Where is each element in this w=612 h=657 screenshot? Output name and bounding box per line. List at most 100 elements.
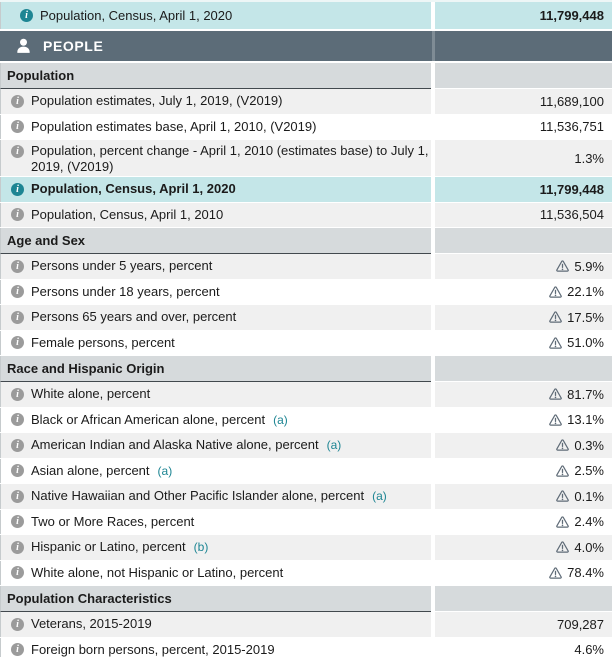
section-title-cell: Population: [0, 63, 431, 89]
info-icon[interactable]: [11, 120, 24, 134]
warning-icon[interactable]: [549, 311, 562, 323]
selected-stat-value: 11,799,448: [539, 8, 604, 23]
column-gutter: [431, 433, 435, 458]
warning-icon[interactable]: [556, 541, 570, 553]
warning-icon[interactable]: [556, 490, 570, 502]
warning-icon[interactable]: [556, 439, 570, 451]
row-label: Veterans, 2015-2019: [31, 616, 152, 632]
column-gutter: [431, 458, 435, 483]
column-gutter: [431, 407, 435, 432]
warning-icon[interactable]: [549, 286, 562, 298]
row-label: Persons under 5 years, percent: [31, 258, 213, 274]
column-gutter: [431, 612, 435, 637]
row-value: 4.0%: [574, 539, 604, 555]
row-label: Persons under 18 years, percent: [31, 283, 220, 299]
table-body: Population Population estimates, July 1, …: [0, 63, 612, 657]
info-icon[interactable]: [11, 259, 24, 273]
warning-icon[interactable]: [549, 337, 562, 349]
row-value-cell: 22.1%: [435, 279, 612, 304]
section-header-value-cell: [435, 63, 612, 89]
row-value-cell: 1.3%: [435, 140, 612, 176]
column-gutter: [431, 560, 435, 585]
row-value-cell: 17.5%: [435, 305, 612, 330]
footnote-link[interactable]: (a): [273, 412, 288, 427]
info-icon[interactable]: [11, 387, 24, 401]
warning-icon[interactable]: [549, 388, 562, 400]
column-gutter: [431, 509, 435, 534]
warning-icon[interactable]: [556, 465, 570, 477]
row-value-cell: 5.9%: [435, 254, 612, 279]
info-icon[interactable]: [11, 336, 24, 350]
info-icon[interactable]: [11, 182, 24, 196]
row-label-cell: Hispanic or Latino, percent (b): [0, 535, 431, 560]
warning-icon[interactable]: [556, 516, 570, 528]
info-icon[interactable]: [11, 285, 24, 299]
row-label-cell: Population estimates, July 1, 2019, (V20…: [0, 89, 431, 114]
info-icon[interactable]: [20, 9, 33, 22]
row-label-cell: Two or More Races, percent: [0, 509, 431, 534]
column-gutter: [431, 202, 435, 227]
selected-stat-value-cell: 11,799,448: [435, 2, 612, 29]
column-gutter: [431, 279, 435, 304]
info-icon[interactable]: [11, 438, 24, 452]
info-icon[interactable]: [11, 489, 24, 503]
column-gutter: [431, 177, 435, 202]
row-label: Black or African American alone, percent: [31, 411, 266, 427]
row-value: 1.3%: [574, 150, 604, 166]
row-value: 81.7%: [567, 386, 604, 402]
row-label-cell: Female persons, percent: [0, 330, 431, 355]
row-value-cell: 11,689,100: [435, 89, 612, 114]
info-icon[interactable]: [11, 515, 24, 529]
row-value: 22.1%: [567, 284, 604, 300]
info-icon[interactable]: [11, 464, 24, 478]
row-label: Population, Census, April 1, 2010: [31, 206, 224, 222]
row-value: 13.1%: [567, 412, 604, 428]
row-label: Persons 65 years and over, percent: [31, 309, 237, 325]
section-header: Race and Hispanic Origin: [0, 356, 612, 382]
row-value-cell: 4.0%: [435, 535, 612, 560]
row-value: 11,689,100: [539, 93, 604, 109]
info-icon[interactable]: [11, 617, 24, 631]
warning-icon[interactable]: [549, 414, 562, 426]
column-gutter: [431, 89, 435, 114]
info-icon[interactable]: [11, 643, 24, 657]
section-header: Age and Sex: [0, 228, 612, 254]
table-row: Persons 65 years and over, percent 17.5%: [0, 305, 612, 331]
row-label-cell: Population, Census, April 1, 2020: [0, 177, 431, 202]
row-value-cell: 11,536,751: [435, 114, 612, 139]
section-title-cell: Race and Hispanic Origin: [0, 356, 431, 382]
row-label: Population, Census, April 1, 2020: [31, 181, 236, 197]
row-label-cell: Foreign born persons, percent, 2015-2019: [0, 637, 431, 657]
section-header: Population Characteristics: [0, 586, 612, 612]
footnote-link[interactable]: (b): [193, 540, 209, 555]
row-value-cell: 51.0%: [435, 330, 612, 355]
section-header: Population: [0, 63, 612, 89]
row-value: 11,536,504: [539, 207, 604, 223]
info-icon[interactable]: [11, 566, 24, 580]
warning-icon[interactable]: [556, 260, 570, 272]
info-icon[interactable]: [11, 145, 24, 158]
row-value: 0.3%: [574, 437, 604, 453]
row-value-cell: 13.1%: [435, 407, 612, 432]
table-row: Population estimates, July 1, 2019, (V20…: [0, 89, 612, 115]
table-row: Population, percent change - April 1, 20…: [0, 140, 612, 177]
people-section-band[interactable]: PEOPLE: [0, 31, 612, 61]
row-label-cell: Native Hawaiian and Other Pacific Island…: [0, 484, 431, 509]
table-row: Population estimates base, April 1, 2010…: [0, 114, 612, 140]
info-icon[interactable]: [11, 310, 24, 324]
footnote-link[interactable]: (a): [326, 438, 342, 453]
row-label: Two or More Races, percent: [31, 513, 195, 529]
selected-stat-label: Population, Census, April 1, 2020: [40, 7, 233, 23]
warning-icon[interactable]: [549, 567, 562, 579]
table-row: Foreign born persons, percent, 2015-2019…: [0, 637, 612, 657]
column-gutter: [431, 254, 435, 279]
info-icon[interactable]: [11, 208, 24, 222]
row-value: 51.0%: [567, 335, 604, 351]
info-icon[interactable]: [11, 94, 24, 108]
info-icon[interactable]: [11, 540, 24, 554]
section-title: Population Characteristics: [7, 591, 172, 606]
info-icon[interactable]: [11, 413, 24, 427]
footnote-link[interactable]: (a): [157, 463, 173, 478]
footnote-link[interactable]: (a): [372, 489, 387, 504]
